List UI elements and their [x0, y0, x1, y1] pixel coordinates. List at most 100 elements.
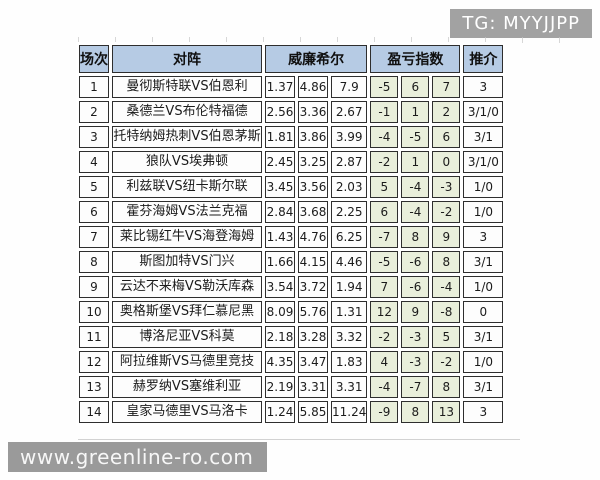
odds-draw-cell: 3.72: [298, 276, 328, 298]
odds-draw-cell: 3.56: [298, 176, 328, 198]
header-william-hill: 威廉希尔: [265, 45, 368, 73]
recommendation-cell: 3/1/0: [463, 101, 504, 123]
odds-away-cell: 4.46: [331, 251, 368, 273]
odds-draw-cell: 3.28: [298, 326, 328, 348]
index-draw-cell: -5: [401, 126, 430, 148]
odds-away-cell: 3.31: [331, 376, 368, 398]
index-draw-cell: -6: [401, 251, 430, 273]
index-home-cell: -4: [370, 126, 399, 148]
index-away-cell: 2: [432, 101, 461, 123]
odds-home-cell: 2.56: [265, 101, 295, 123]
index-draw-cell: -3: [401, 351, 430, 373]
odds-away-cell: 2.03: [331, 176, 368, 198]
header-match-no: 场次: [79, 45, 109, 73]
cropped-gridline-remnant: [78, 439, 520, 440]
odds-draw-cell: 3.36: [298, 101, 328, 123]
odds-away-cell: 2.67: [331, 101, 368, 123]
table-row: 4 狼队VS埃弗顿 2.45 3.25 2.87 -2 1 0 3/1/0: [79, 151, 504, 173]
odds-draw-cell: 3.68: [298, 201, 328, 223]
header-fixture: 对阵: [112, 45, 262, 73]
index-draw-cell: 8: [401, 226, 430, 248]
index-home-cell: -7: [370, 226, 399, 248]
watermark-bar: www.greenline-ro.com: [8, 442, 268, 472]
odds-away-cell: 11.24: [331, 401, 368, 423]
telegram-badge: TG: MYYJJPP: [450, 9, 592, 38]
fixture-cell: 奥格斯堡VS拜仁慕尼黑: [112, 301, 262, 323]
index-away-cell: 5: [432, 326, 461, 348]
index-draw-cell: 1: [401, 151, 430, 173]
index-away-cell: -4: [432, 276, 461, 298]
match-number-cell: 9: [79, 276, 109, 298]
index-away-cell: 8: [432, 251, 461, 273]
recommendation-cell: 3/1: [463, 326, 504, 348]
fixture-cell: 曼彻斯特联VS伯恩利: [112, 76, 262, 98]
index-home-cell: -9: [370, 401, 399, 423]
fixture-cell: 托特纳姆热刺VS伯恩茅斯: [112, 126, 262, 148]
index-home-cell: -5: [370, 251, 399, 273]
table-row: 8 斯图加特VS门兴 1.66 4.15 4.46 -5 -6 8 3/1: [79, 251, 504, 273]
odds-draw-cell: 3.25: [298, 151, 328, 173]
table-row: 14 皇家马德里VS马洛卡 1.24 5.85 11.24 -9 8 13 3: [79, 401, 504, 423]
odds-away-cell: 3.32: [331, 326, 368, 348]
fixture-cell: 云达不来梅VS勒沃库森: [112, 276, 262, 298]
fixture-cell: 阿拉维斯VS马德里竞技: [112, 351, 262, 373]
index-home-cell: -5: [370, 76, 399, 98]
match-number-cell: 7: [79, 226, 109, 248]
index-home-cell: -2: [370, 326, 399, 348]
odds-home-cell: 1.43: [265, 226, 295, 248]
table-row: 10 奥格斯堡VS拜仁慕尼黑 8.09 5.76 1.31 12 9 -8 0: [79, 301, 504, 323]
recommendation-cell: 3/1: [463, 126, 504, 148]
odds-draw-cell: 5.85: [298, 401, 328, 423]
table-row: 3 托特纳姆热刺VS伯恩茅斯 1.81 3.86 3.99 -4 -5 6 3/…: [79, 126, 504, 148]
odds-away-cell: 3.99: [331, 126, 368, 148]
table-row: 5 利兹联VS纽卡斯尔联 3.45 3.56 2.03 5 -4 -3 1/0: [79, 176, 504, 198]
recommendation-cell: 3/1: [463, 251, 504, 273]
odds-draw-cell: 3.86: [298, 126, 328, 148]
odds-away-cell: 6.25: [331, 226, 368, 248]
match-number-cell: 1: [79, 76, 109, 98]
index-home-cell: 4: [370, 351, 399, 373]
table-row: 7 莱比锡红牛VS海登海姆 1.43 4.76 6.25 -7 8 9 3: [79, 226, 504, 248]
fixture-cell: 斯图加特VS门兴: [112, 251, 262, 273]
table-row: 9 云达不来梅VS勒沃库森 3.54 3.72 1.94 7 -6 -4 1/0: [79, 276, 504, 298]
index-home-cell: -1: [370, 101, 399, 123]
odds-home-cell: 3.54: [265, 276, 295, 298]
match-number-cell: 4: [79, 151, 109, 173]
table-row: 6 霍芬海姆VS法兰克福 2.84 3.68 2.25 6 -4 -2 1/0: [79, 201, 504, 223]
odds-draw-cell: 4.15: [298, 251, 328, 273]
recommendation-cell: 3/1/0: [463, 151, 504, 173]
fixture-cell: 霍芬海姆VS法兰克福: [112, 201, 262, 223]
fixture-cell: 狼队VS埃弗顿: [112, 151, 262, 173]
index-away-cell: 8: [432, 376, 461, 398]
index-home-cell: 7: [370, 276, 399, 298]
index-home-cell: -2: [370, 151, 399, 173]
header-profit-loss-index: 盈亏指数: [370, 45, 461, 73]
match-number-cell: 8: [79, 251, 109, 273]
index-away-cell: -2: [432, 201, 461, 223]
odds-home-cell: 2.18: [265, 326, 295, 348]
fixture-cell: 博洛尼亚VS科莫: [112, 326, 262, 348]
odds-home-cell: 1.37: [265, 76, 295, 98]
match-number-cell: 2: [79, 101, 109, 123]
recommendation-cell: 1/0: [463, 176, 504, 198]
index-draw-cell: -3: [401, 326, 430, 348]
odds-away-cell: 1.83: [331, 351, 368, 373]
fixture-cell: 皇家马德里VS马洛卡: [112, 401, 262, 423]
recommendation-cell: 0: [463, 301, 504, 323]
odds-draw-cell: 3.47: [298, 351, 328, 373]
recommendation-cell: 3: [463, 401, 504, 423]
index-draw-cell: -6: [401, 276, 430, 298]
index-away-cell: -8: [432, 301, 461, 323]
odds-table-body: 1 曼彻斯特联VS伯恩利 1.37 4.86 7.9 -5 6 7 3 2 桑德…: [79, 76, 504, 423]
index-draw-cell: -7: [401, 376, 430, 398]
fixture-cell: 利兹联VS纽卡斯尔联: [112, 176, 262, 198]
odds-away-cell: 7.9: [331, 76, 368, 98]
index-draw-cell: 9: [401, 301, 430, 323]
match-number-cell: 14: [79, 401, 109, 423]
fixture-cell: 莱比锡红牛VS海登海姆: [112, 226, 262, 248]
odds-home-cell: 1.24: [265, 401, 295, 423]
recommendation-cell: 3: [463, 76, 504, 98]
match-number-cell: 6: [79, 201, 109, 223]
fixture-cell: 赫罗纳VS塞维利亚: [112, 376, 262, 398]
odds-draw-cell: 4.76: [298, 226, 328, 248]
